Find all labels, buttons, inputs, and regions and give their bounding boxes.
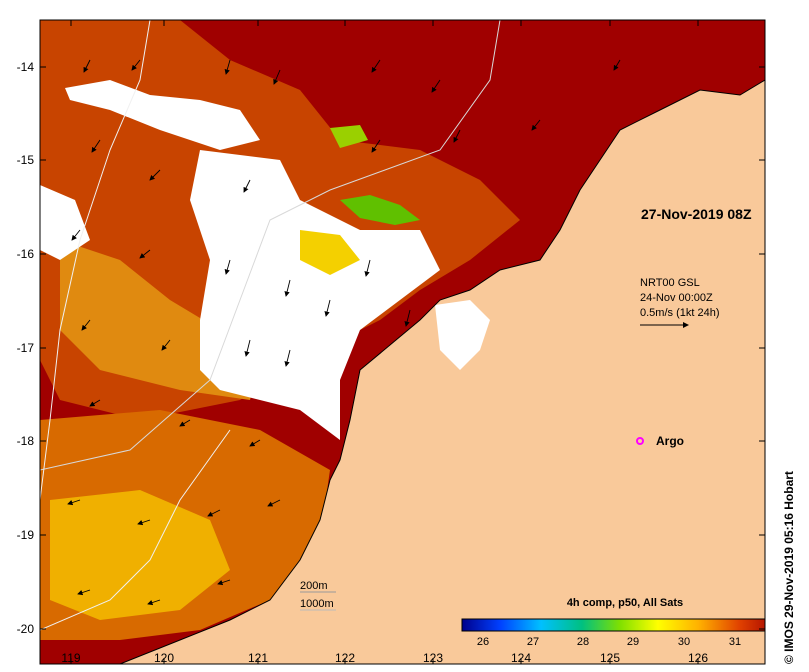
sst-yellow-patch <box>300 230 360 275</box>
lon-tick-label: 119 <box>61 651 81 665</box>
argo-label: Argo <box>656 434 684 448</box>
contour-1000m <box>40 20 151 501</box>
colorbar-tick: 31 <box>728 636 742 648</box>
timestamp-label: 27-Nov-2019 08Z <box>641 206 752 222</box>
current-legend-time: 24-Nov 00:00Z <box>640 292 713 304</box>
argo-float-marker <box>636 437 644 445</box>
current-legend-scale: 0.5m/s (1kt 24h) <box>640 307 720 319</box>
sst-south-cool <box>50 490 230 620</box>
current-legend-product: NRT00 GSL <box>640 277 700 289</box>
current-legend: NRT00 GSL 24-Nov 00:00Z 0.5m/s (1kt 24h) <box>640 276 719 321</box>
lon-tick-label: 123 <box>422 651 444 665</box>
lat-tick-label: -16 <box>16 247 34 261</box>
lat-tick-label: -17 <box>16 341 34 355</box>
colorbar-title: 4h comp, p50, All Sats <box>566 597 684 609</box>
coastline <box>119 79 765 664</box>
lon-tick-label: 120 <box>153 651 175 665</box>
contour-label-1000m: 1000m <box>300 598 334 610</box>
colorbar <box>461 618 765 632</box>
map-frame <box>39 19 766 665</box>
lat-tick-label: -18 <box>16 434 34 448</box>
sst-cool-patch-2 <box>330 125 368 148</box>
colorbar-tick: 27 <box>526 636 540 648</box>
land-inlet <box>435 300 490 370</box>
sst-cool-patch <box>340 195 420 225</box>
lon-tick-label: 121 <box>247 651 269 665</box>
cloud-mask-west <box>40 185 90 260</box>
lat-tick-label: -14 <box>16 60 34 74</box>
cloud-mask-north <box>65 80 260 150</box>
contour-label-200m: 200m <box>300 580 328 592</box>
current-arrows <box>67 59 621 606</box>
lat-tick-label: -19 <box>16 528 34 542</box>
lat-tick-label: -20 <box>16 622 34 636</box>
colorbar-tick: 30 <box>677 636 691 648</box>
credit-label: © IMOS 29-Nov-2019 05:16 Hobart <box>782 471 796 664</box>
lon-tick-label: 125 <box>599 651 621 665</box>
cloud-mask <box>190 150 440 440</box>
lon-tick-label: 124 <box>510 651 532 665</box>
lat-tick-label: -15 <box>16 153 34 167</box>
contour-1000m-south <box>40 429 231 631</box>
axis-ticks <box>40 20 765 664</box>
lon-tick-label: 126 <box>687 651 709 665</box>
colorbar-tick: 29 <box>626 636 640 648</box>
colorbar-tick: 26 <box>476 636 490 648</box>
colorbar-tick: 28 <box>576 636 590 648</box>
australia-land <box>120 80 765 664</box>
contour-200m <box>40 20 501 471</box>
lon-tick-label: 122 <box>334 651 356 665</box>
